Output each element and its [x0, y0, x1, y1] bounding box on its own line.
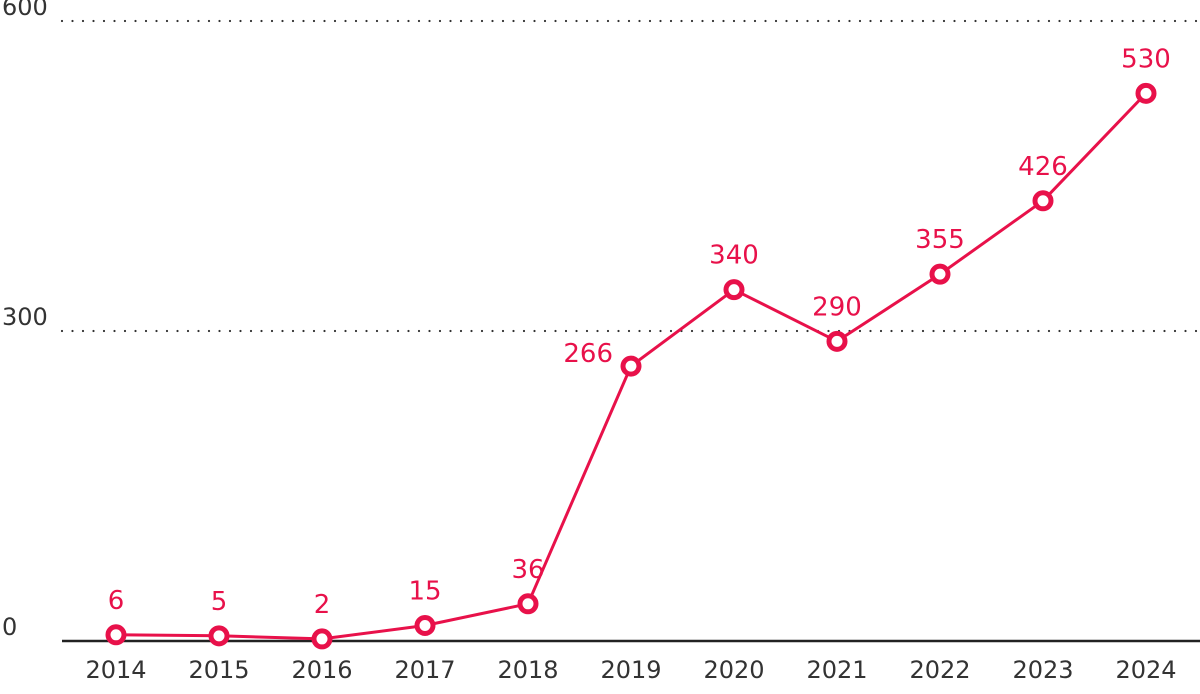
- x-tick-label-2018: 2018: [497, 656, 558, 684]
- data-point-2017: [414, 615, 436, 636]
- y-axis-tick-labels: 0 300 600: [2, 0, 48, 641]
- data-points: [105, 82, 1157, 650]
- x-tick-label-2023: 2023: [1012, 656, 1073, 684]
- grid-lines: [60, 19, 1200, 333]
- data-labels: 6 5 2 15 36 266 340 290 355 426 530: [108, 44, 1171, 620]
- x-tick-label-2014: 2014: [85, 656, 146, 684]
- y-tick-label-300: 300: [2, 303, 48, 331]
- y-tick-label-0: 0: [2, 613, 17, 641]
- data-point-2014: [105, 624, 127, 646]
- data-point-2020: [723, 279, 745, 301]
- data-label-2016: 2: [314, 590, 331, 620]
- x-tick-label-2022: 2022: [909, 656, 970, 684]
- data-point-2015: [208, 625, 230, 647]
- x-tick-label-2020: 2020: [703, 656, 764, 684]
- data-point-2022: [929, 263, 951, 285]
- data-point-2016: [311, 628, 333, 650]
- data-label-2015: 5: [211, 587, 228, 617]
- data-point-2018: [517, 593, 539, 615]
- data-label-2023: 426: [1018, 152, 1068, 182]
- x-tick-label-2021: 2021: [806, 656, 867, 684]
- data-point-2021: [826, 330, 848, 352]
- data-point-2024: [1135, 82, 1157, 104]
- y-tick-label-600: 600: [2, 0, 48, 21]
- data-label-2014: 6: [108, 586, 125, 616]
- data-label-2017: 15: [408, 577, 441, 607]
- data-label-2021: 290: [812, 292, 862, 322]
- x-tick-label-2017: 2017: [394, 656, 455, 684]
- data-label-2019: 266: [563, 339, 613, 369]
- x-tick-label-2016: 2016: [291, 656, 352, 684]
- x-tick-label-2024: 2024: [1115, 656, 1176, 684]
- data-label-2020: 340: [709, 241, 759, 271]
- data-label-2018: 36: [511, 555, 544, 585]
- data-label-2022: 355: [915, 225, 965, 255]
- x-tick-label-2015: 2015: [188, 656, 249, 684]
- data-label-2024: 530: [1121, 44, 1171, 74]
- x-tick-label-2019: 2019: [600, 656, 661, 684]
- data-point-2023: [1032, 190, 1054, 212]
- x-axis-tick-labels: 2014 2015 2016 2017 2018 2019 2020 2021 2022 2023…: [85, 656, 1176, 684]
- data-point-2019: [620, 355, 642, 377]
